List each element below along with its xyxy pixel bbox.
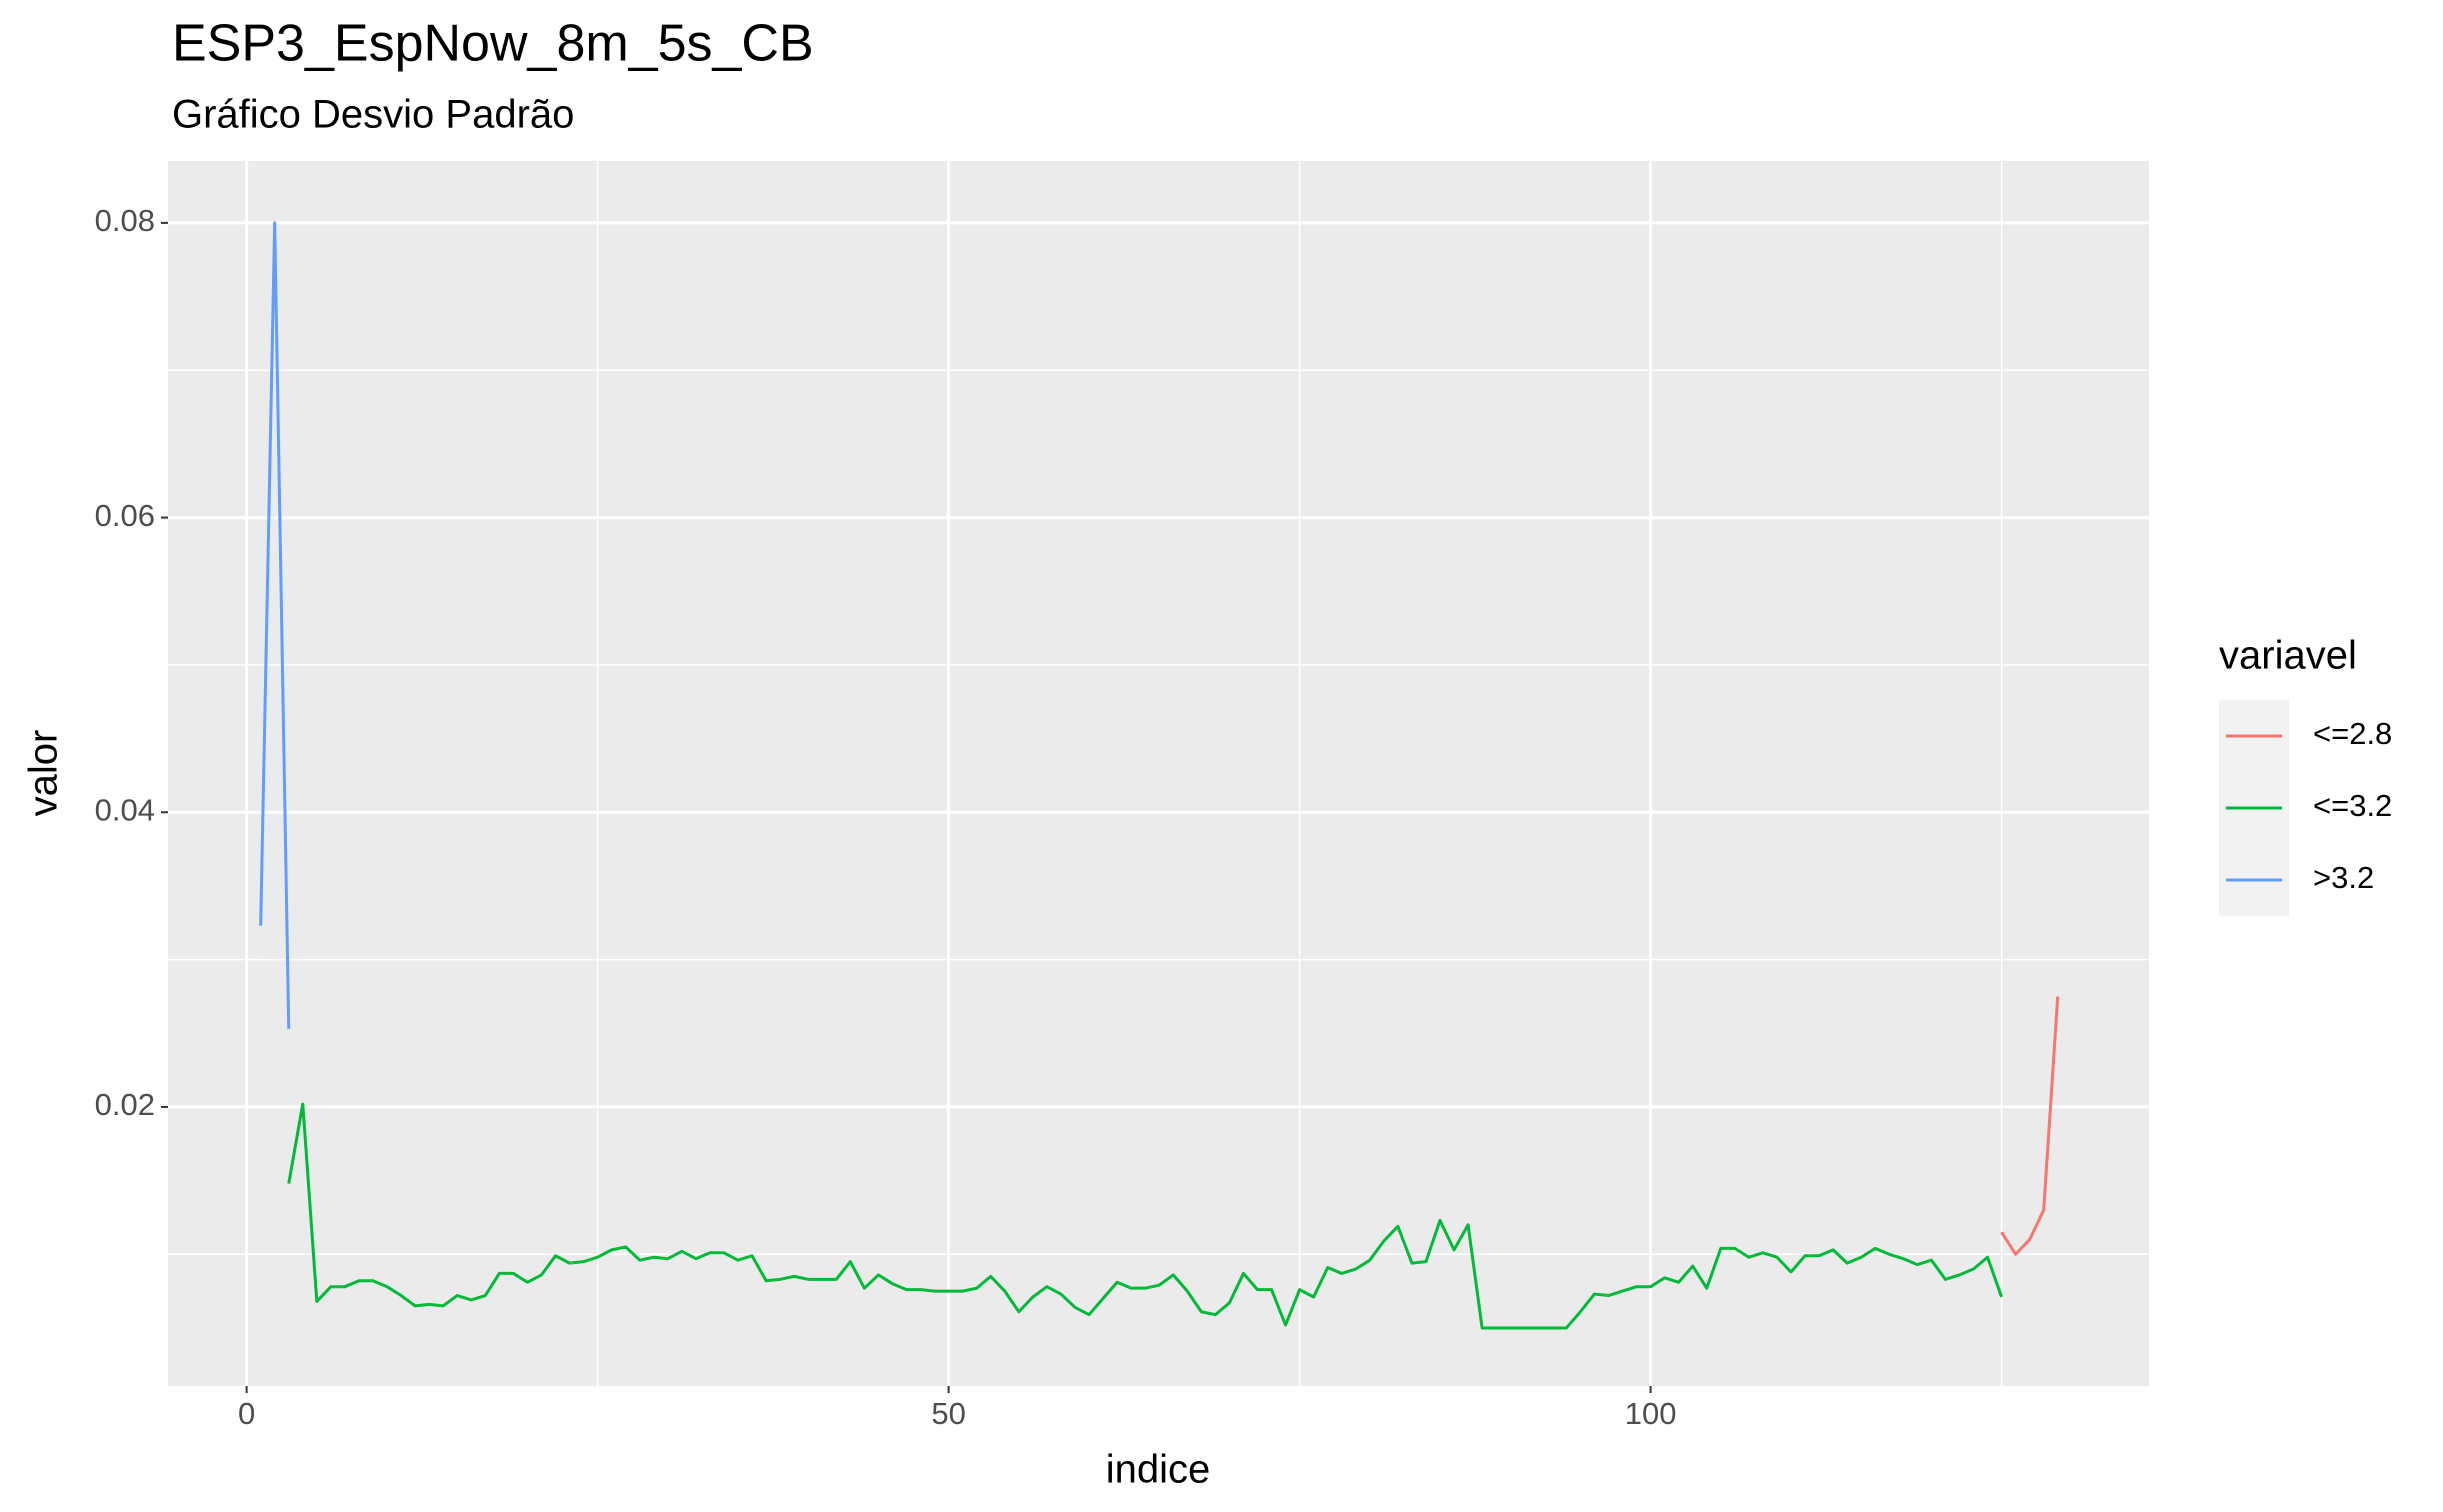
line-series xyxy=(287,1102,2003,1330)
y-tick-label: 0.08 xyxy=(95,203,155,238)
x-tick-label: 100 xyxy=(1625,1396,1677,1431)
legend-label: >3.2 xyxy=(2313,860,2374,895)
chart-title: ESP3_EspNow_8m_5s_CB xyxy=(172,15,814,73)
y-tick-label: 0.04 xyxy=(95,792,155,827)
x-tick-label: 50 xyxy=(931,1396,965,1431)
x-axis-label: indice xyxy=(1106,1448,1211,1492)
legend-label: <=3.2 xyxy=(2313,788,2392,823)
chart-subtitle: Gráfico Desvio Padrão xyxy=(172,93,574,137)
legend-title: variavel xyxy=(2219,634,2357,678)
plot-panel xyxy=(168,161,2149,1386)
legend-label: <=2.8 xyxy=(2313,716,2392,751)
line-series xyxy=(2000,996,2060,1256)
line-series xyxy=(259,221,291,1029)
y-tick-label: 0.02 xyxy=(95,1087,155,1122)
y-tick-label: 0.06 xyxy=(95,498,155,533)
x-tick-label: 0 xyxy=(238,1396,255,1431)
y-axis-label: valor xyxy=(22,730,66,817)
